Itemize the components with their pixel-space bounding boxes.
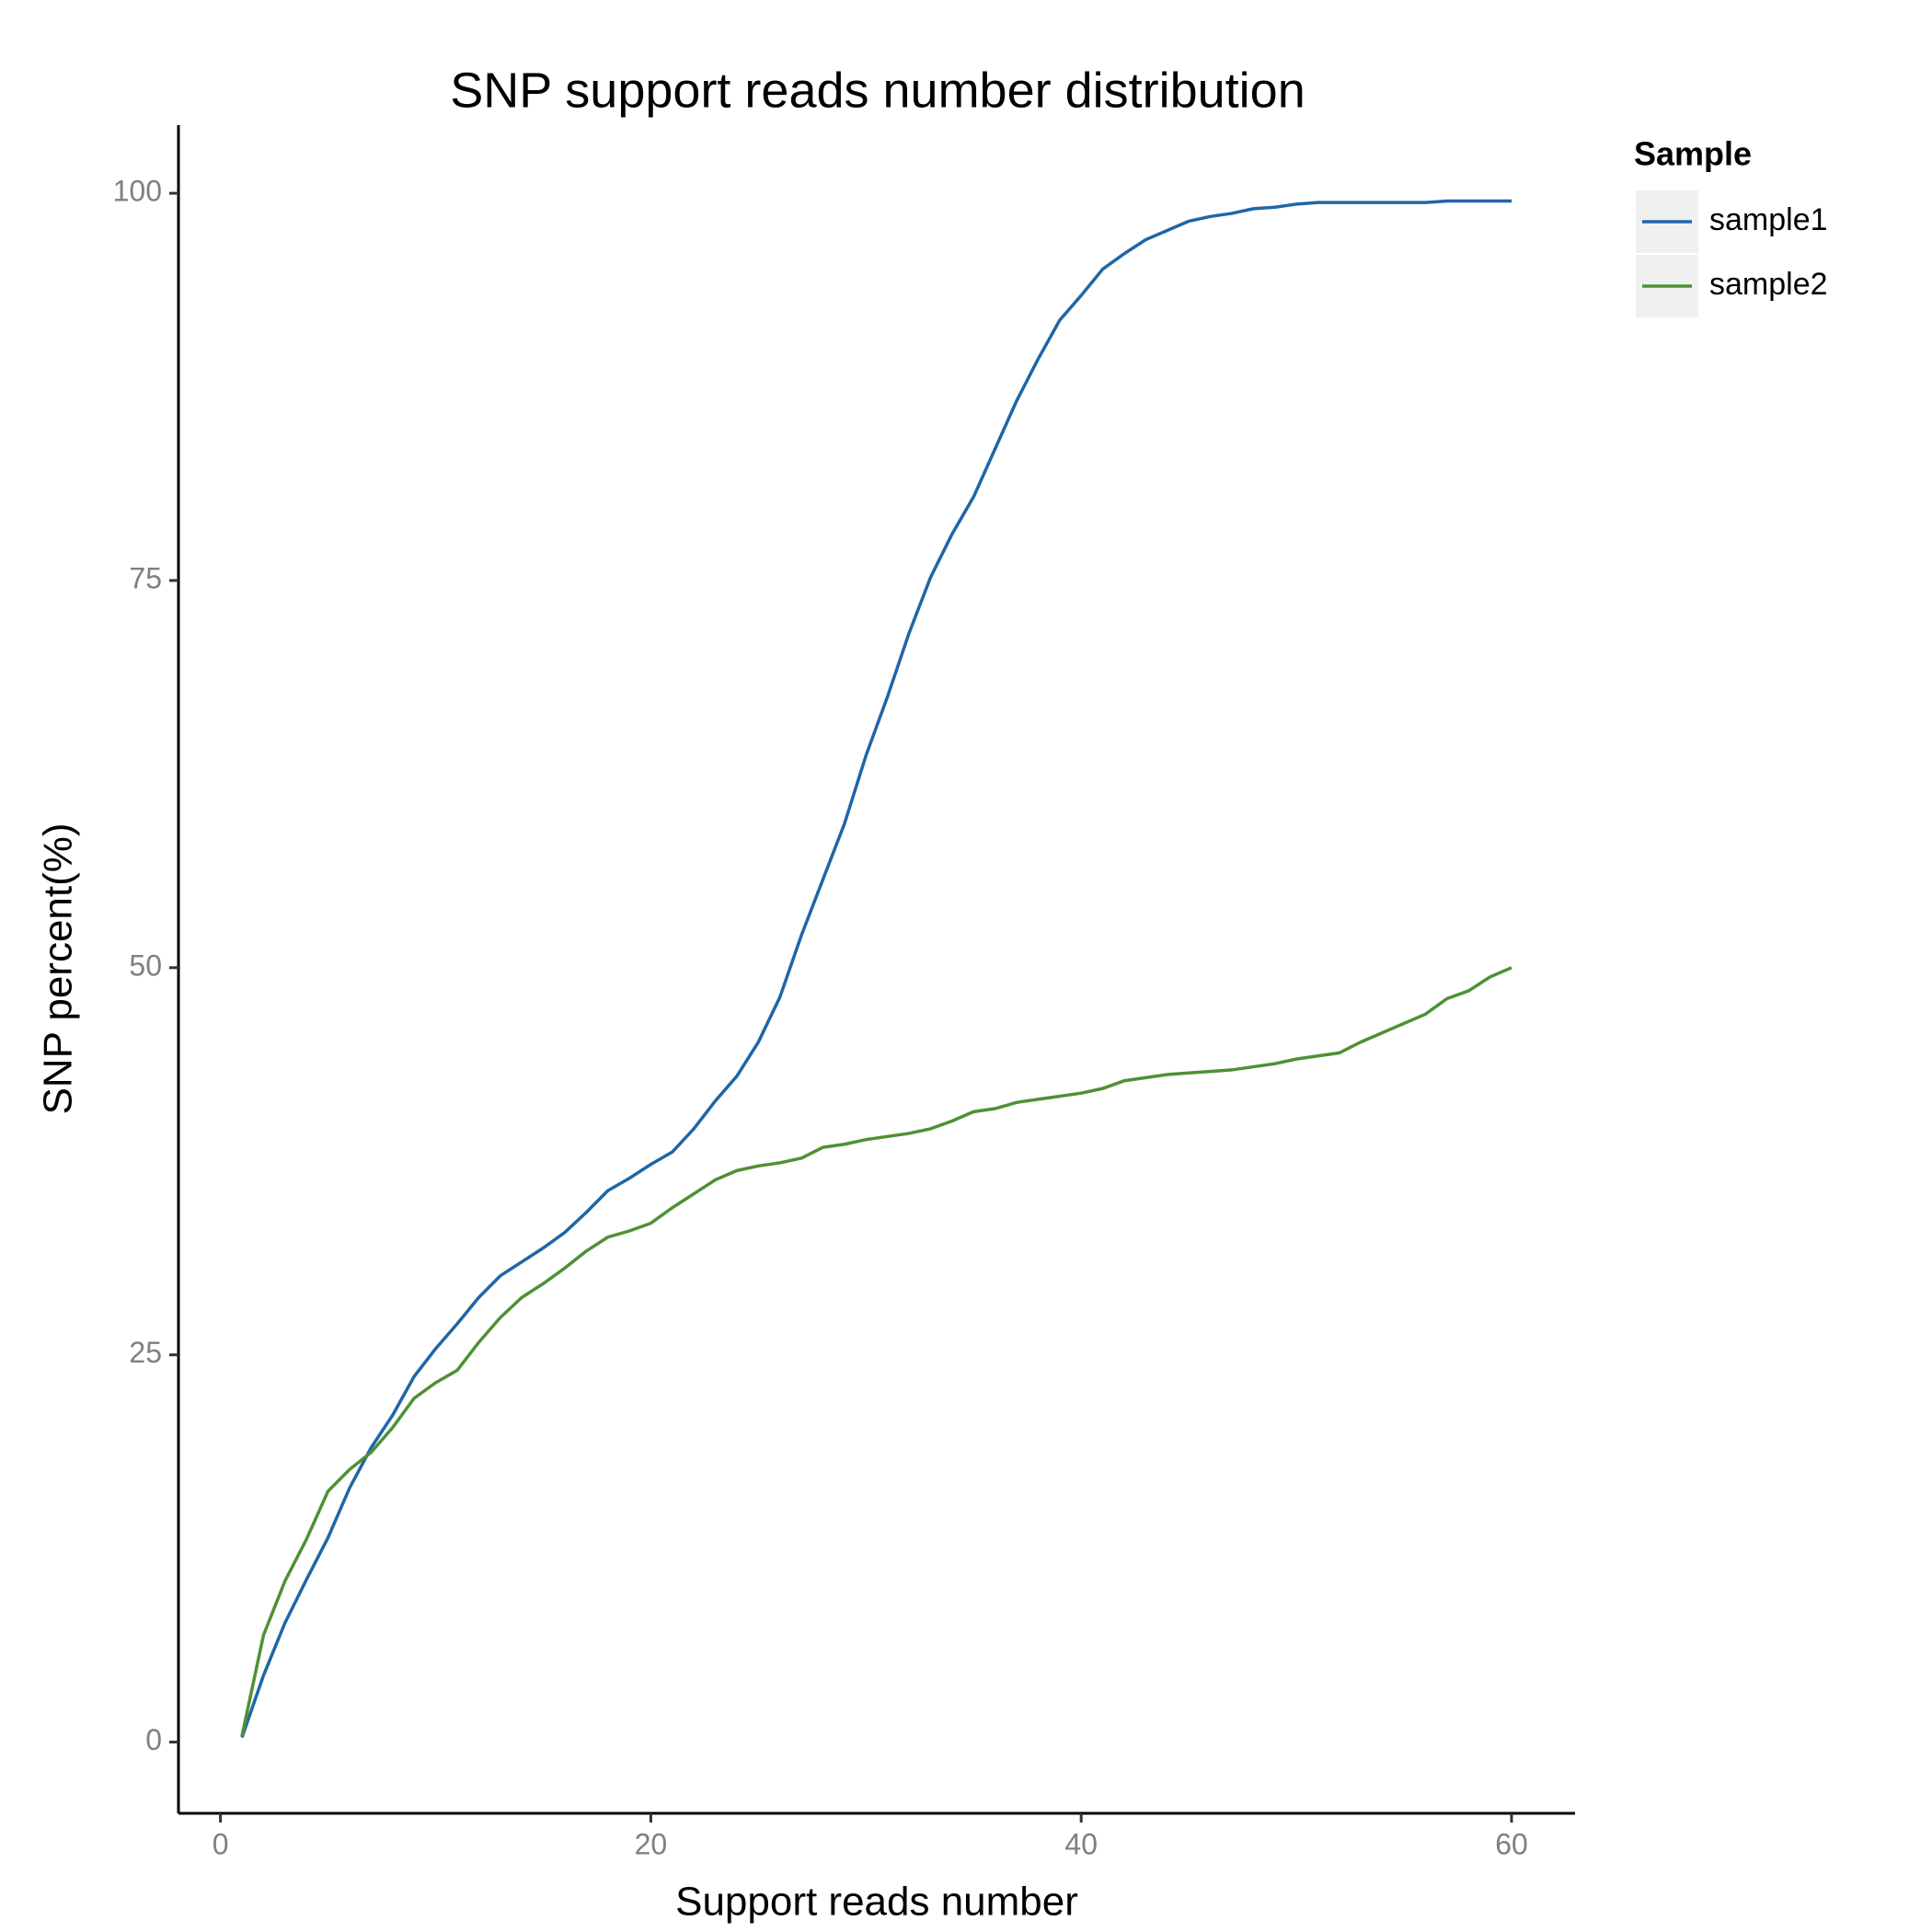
y-tick-label: 50 bbox=[129, 949, 162, 982]
y-axis-title: SNP percent(%) bbox=[36, 822, 81, 1114]
chart-title: SNP support reads number distribution bbox=[450, 63, 1305, 118]
x-tick-label: 20 bbox=[635, 1827, 668, 1860]
y-tick-label: 0 bbox=[145, 1723, 162, 1756]
data-line bbox=[240, 966, 1512, 1737]
y-tick-label: 100 bbox=[113, 175, 162, 208]
legend-label: sample2 bbox=[1709, 267, 1828, 302]
legend-title: Sample bbox=[1634, 135, 1752, 173]
x-tick-label: 60 bbox=[1495, 1827, 1528, 1860]
x-tick-label: 0 bbox=[213, 1827, 229, 1860]
y-tick-label: 25 bbox=[129, 1336, 162, 1369]
x-tick-label: 40 bbox=[1064, 1827, 1098, 1860]
x-axis-title: Support reads number bbox=[675, 1880, 1078, 1925]
data-line bbox=[240, 199, 1512, 1739]
y-tick-label: 75 bbox=[129, 561, 162, 594]
legend-label: sample1 bbox=[1709, 202, 1828, 237]
